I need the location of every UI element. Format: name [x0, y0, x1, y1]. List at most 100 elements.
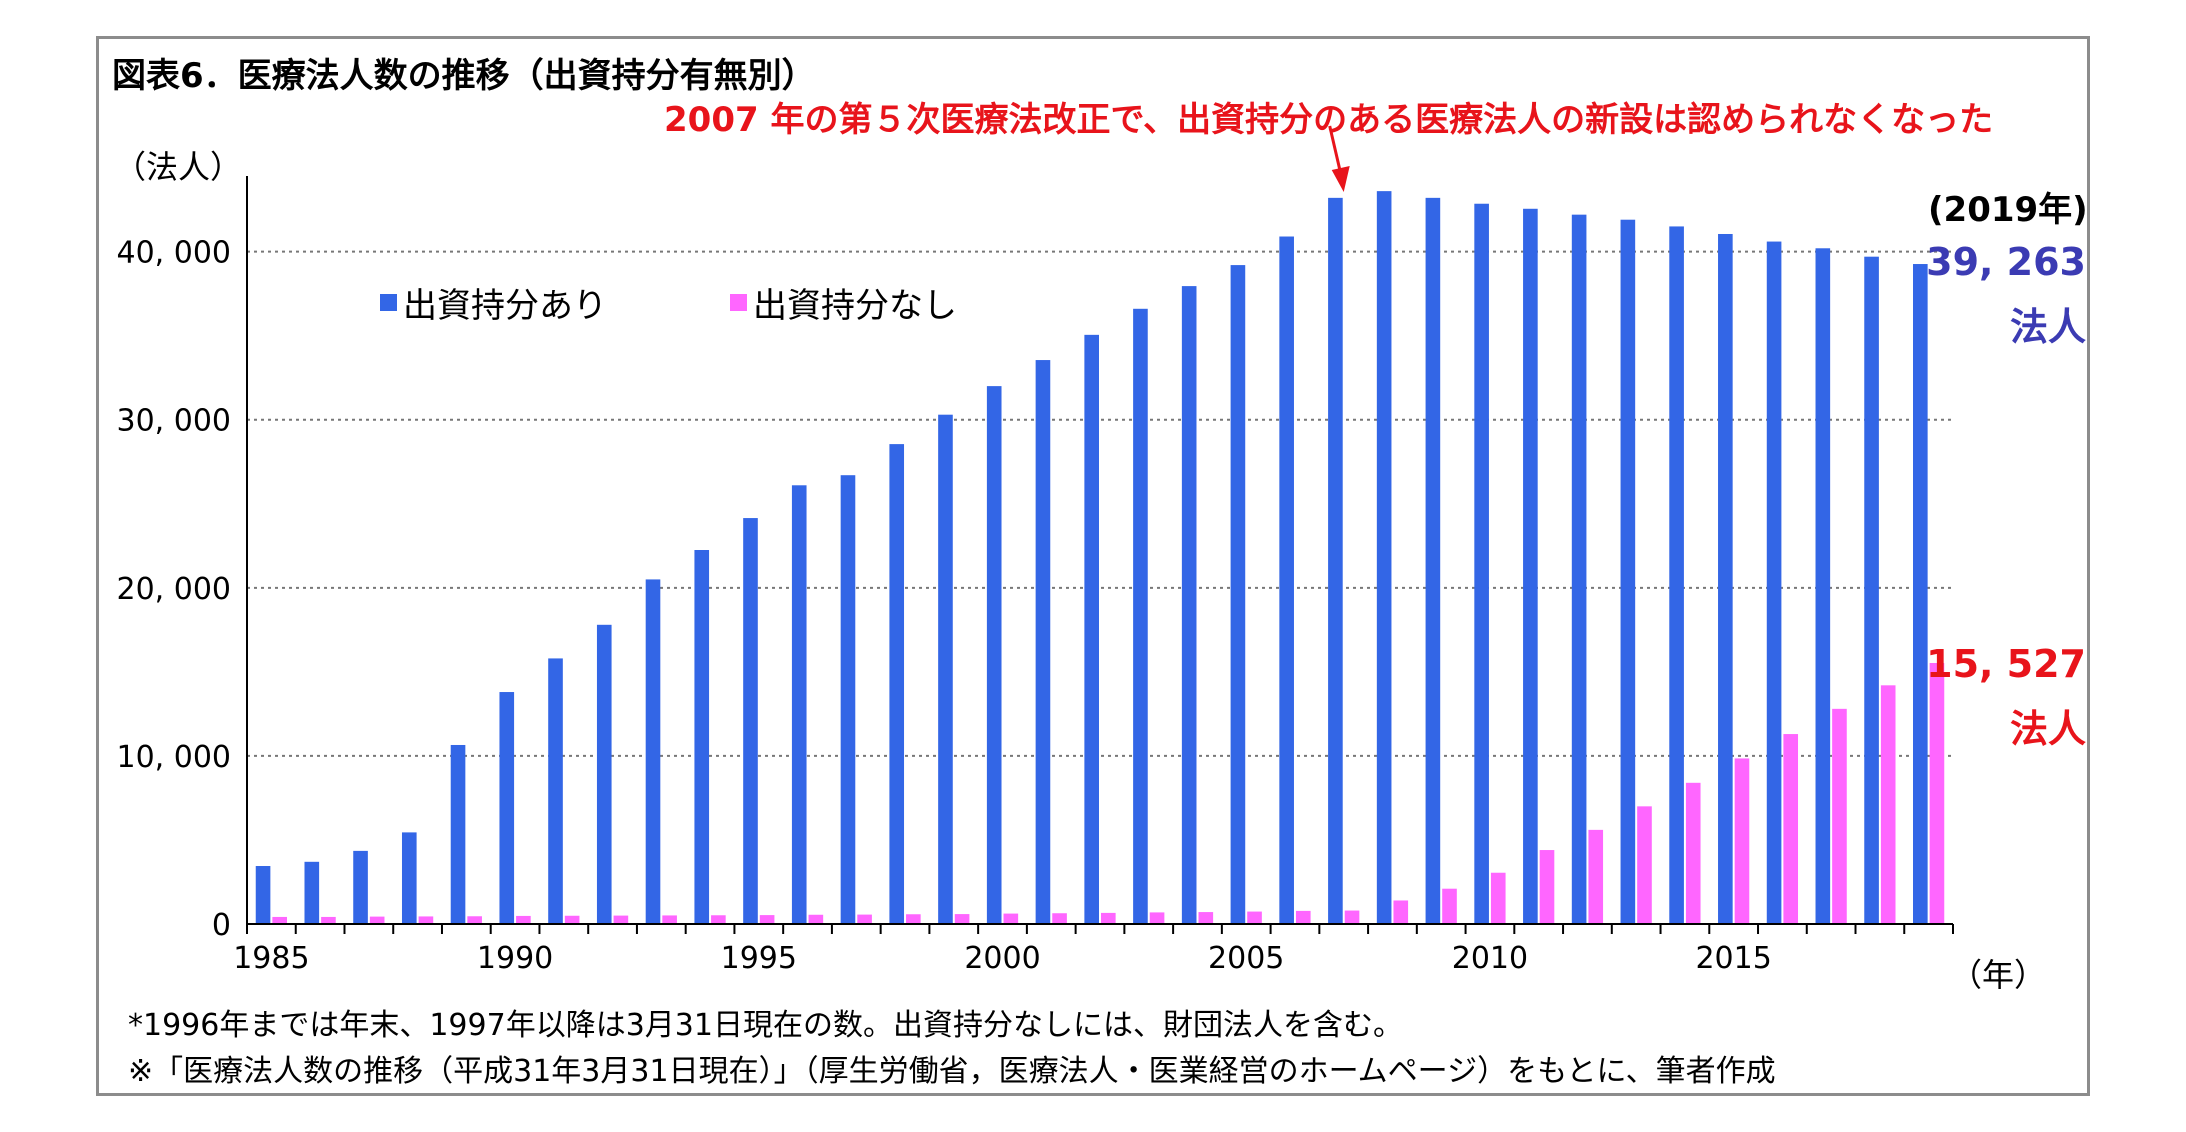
- bar-with-equity: [1376, 191, 1392, 925]
- bar-with-equity: [499, 692, 515, 924]
- x-tick-label: 1990: [477, 941, 553, 976]
- legend-swatch-pink: [730, 294, 747, 311]
- chart-title: 図表6．医療法人数の推移（出資持分有無別）: [112, 56, 816, 96]
- bar-with-equity: [840, 475, 856, 924]
- footnote-1: *1996年までは年末、1997年以降は3月31日現在の数。出資持分なしには、財…: [128, 1008, 1403, 1043]
- bar-with-equity: [353, 850, 368, 924]
- bar-with-equity: [1425, 197, 1441, 924]
- bar-with-equity: [1718, 233, 1733, 924]
- callout-blue-value: 39, 263: [1926, 240, 2086, 284]
- bar-without-equity: [564, 915, 580, 924]
- bar-without-equity: [1929, 663, 1945, 924]
- bar-without-equity: [516, 915, 531, 924]
- bar-without-equity: [808, 914, 824, 924]
- callout-pink-value: 15, 527: [1926, 642, 2086, 686]
- bar-without-equity: [1442, 888, 1457, 924]
- bar-with-equity: [743, 518, 758, 924]
- annotation-arrow-head: [1331, 166, 1350, 192]
- y-tick-label: 0: [212, 908, 231, 943]
- y-tick-label: 30, 000: [116, 404, 231, 439]
- x-tick-label: 1985: [233, 941, 309, 976]
- bar-without-equity: [1734, 758, 1750, 924]
- bar-without-equity: [369, 916, 385, 924]
- bar-with-equity: [548, 658, 563, 924]
- bar-without-equity: [906, 914, 921, 924]
- bar-without-equity: [613, 915, 629, 924]
- bar-without-equity: [1101, 912, 1116, 924]
- bar-without-equity: [1880, 685, 1896, 924]
- bar-with-equity: [255, 866, 271, 924]
- y-tick-label: 20, 000: [116, 572, 231, 607]
- bar-without-equity: [954, 914, 970, 924]
- bar-with-equity: [1815, 248, 1831, 924]
- bar-without-equity: [857, 914, 872, 924]
- y-tick-label: 40, 000: [116, 236, 231, 271]
- bar-with-equity: [596, 624, 612, 924]
- bar-without-equity: [272, 916, 287, 924]
- bar-with-equity: [304, 861, 320, 924]
- bar-with-equity: [1181, 286, 1197, 924]
- y-tick-label: 10, 000: [116, 740, 231, 775]
- legend-label-with-equity: 出資持分あり: [403, 286, 607, 326]
- legend-item-without-equity: 出資持分なし: [730, 278, 957, 327]
- x-tick-label: 2005: [1208, 941, 1284, 976]
- bar-without-equity: [1490, 872, 1506, 924]
- bar-without-equity: [1247, 911, 1262, 924]
- bar-without-equity: [711, 915, 726, 924]
- legend-item-with-equity: 出資持分あり: [380, 278, 607, 327]
- bar-with-equity: [1474, 203, 1489, 924]
- bar-without-equity: [467, 916, 482, 924]
- bar-with-equity: [1669, 226, 1684, 924]
- bar-with-equity: [1571, 214, 1587, 925]
- bar-without-equity: [1539, 850, 1555, 924]
- callout-pink-unit: 法人: [2009, 707, 2086, 751]
- bar-with-equity: [889, 444, 905, 924]
- bar-without-equity: [321, 916, 336, 924]
- bar-with-equity: [986, 386, 1002, 924]
- bar-without-equity: [1052, 913, 1067, 924]
- bar-without-equity: [662, 915, 677, 924]
- bar-with-equity: [1766, 241, 1782, 924]
- bar-with-equity: [1523, 208, 1538, 924]
- bar-without-equity: [1149, 912, 1165, 924]
- bar-without-equity: [1685, 782, 1701, 924]
- bar-without-equity: [1832, 708, 1847, 924]
- bar-without-equity: [1588, 829, 1604, 924]
- x-tick-label: 1995: [721, 941, 797, 976]
- bar-without-equity: [1344, 910, 1360, 924]
- bar-without-equity: [1198, 912, 1214, 924]
- bar-with-equity: [1035, 360, 1051, 924]
- bar-with-equity: [1133, 308, 1148, 924]
- x-tick-label: 2015: [1695, 941, 1771, 976]
- y-axis-unit: （法人）: [114, 148, 243, 186]
- bar-with-equity: [645, 579, 661, 924]
- x-axis-unit: （年）: [1950, 956, 2047, 994]
- bar-with-equity: [1864, 256, 1879, 925]
- bar-with-equity: [401, 832, 417, 924]
- callout-blue-unit: 法人: [2009, 305, 2086, 349]
- bar-with-equity: [1913, 264, 1928, 924]
- bar-without-equity: [418, 916, 434, 924]
- annotation-text: 2007 年の第５次医療法改正で、出資持分のある医療法人の新設は認められなくなっ…: [664, 100, 1994, 140]
- bar-with-equity: [1230, 265, 1246, 924]
- footnote-2: ※「医療法人数の推移（平成31年3月31日現在）」（厚生労働省，医療法人・医業経…: [128, 1054, 1776, 1089]
- bar-with-equity: [938, 414, 953, 924]
- bar-without-equity: [1783, 734, 1799, 924]
- x-tick-label: 2010: [1452, 941, 1528, 976]
- bar-with-equity: [1084, 334, 1099, 924]
- bar-without-equity: [759, 915, 775, 924]
- legend-label-without-equity: 出資持分なし: [753, 286, 957, 326]
- year-label: (2019年): [1928, 190, 2088, 230]
- bar-with-equity: [1620, 219, 1636, 924]
- bar-with-equity: [450, 744, 466, 924]
- bar-with-equity: [1328, 197, 1343, 924]
- bar-with-equity: [694, 550, 710, 924]
- x-tick-label: 2000: [964, 941, 1040, 976]
- bar-without-equity: [1393, 900, 1409, 924]
- bar-without-equity: [1637, 806, 1652, 924]
- legend-swatch-blue: [380, 294, 397, 311]
- bar-without-equity: [1295, 910, 1311, 924]
- bar-with-equity: [1279, 236, 1294, 925]
- bar-without-equity: [1003, 913, 1019, 924]
